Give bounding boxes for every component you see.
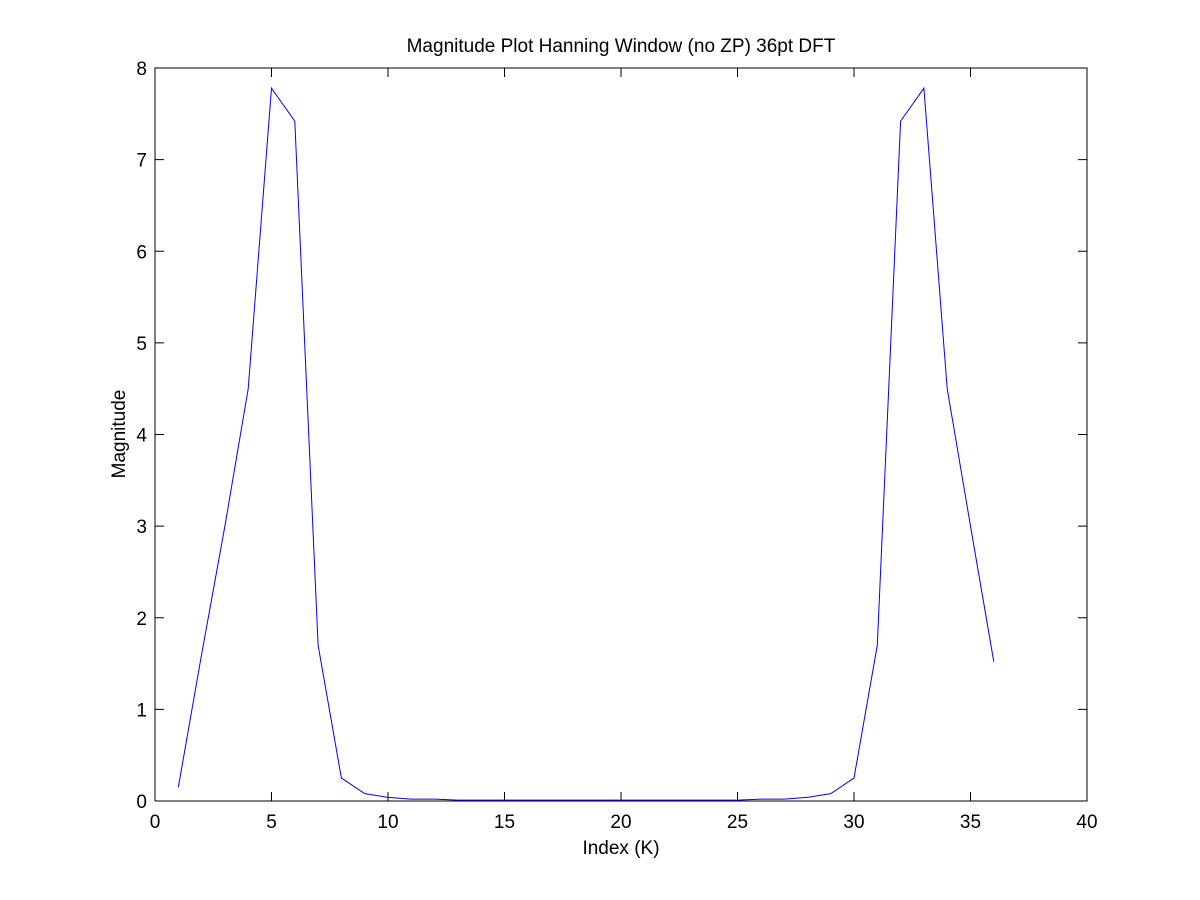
- y-tick-label: 0: [136, 792, 147, 813]
- series-layer: [177, 86, 995, 801]
- chart-title: Magnitude Plot Hanning Window (no ZP) 36…: [407, 36, 836, 57]
- x-axis-label: Index (K): [582, 838, 659, 859]
- plot-area: 0 5 10 15 20 25 30 35 40 0 1 2 3 4 5 6 7 8: [136, 59, 1097, 833]
- axes-box: [154, 67, 1088, 802]
- y-tick-label: 3: [136, 517, 147, 538]
- x-tick-label: 10: [377, 812, 398, 833]
- y-tick-label: 5: [136, 334, 147, 355]
- x-tick-label: 30: [843, 812, 864, 833]
- x-axis: 0 5 10 15 20 25 30 35 40: [150, 68, 1098, 833]
- y-axis: 0 1 2 3 4 5 6 7 8: [136, 59, 1087, 813]
- x-tick-label: 5: [266, 812, 277, 833]
- y-tick-label: 8: [136, 59, 147, 80]
- x-tick-label: 0: [150, 812, 161, 833]
- x-tick-label: 35: [960, 812, 981, 833]
- x-tick-label: 20: [610, 812, 631, 833]
- y-tick-label: 7: [136, 151, 147, 172]
- y-tick-label: 2: [136, 609, 147, 630]
- series-line: [177, 86, 995, 801]
- x-tick-label: 40: [1076, 812, 1097, 833]
- x-tick-label: 15: [494, 812, 515, 833]
- y-tick-label: 4: [136, 426, 147, 447]
- y-tick-label: 1: [136, 700, 147, 721]
- y-axis-label: Magnitude: [109, 390, 130, 479]
- y-tick-label: 6: [136, 242, 147, 263]
- x-tick-label: 25: [727, 812, 748, 833]
